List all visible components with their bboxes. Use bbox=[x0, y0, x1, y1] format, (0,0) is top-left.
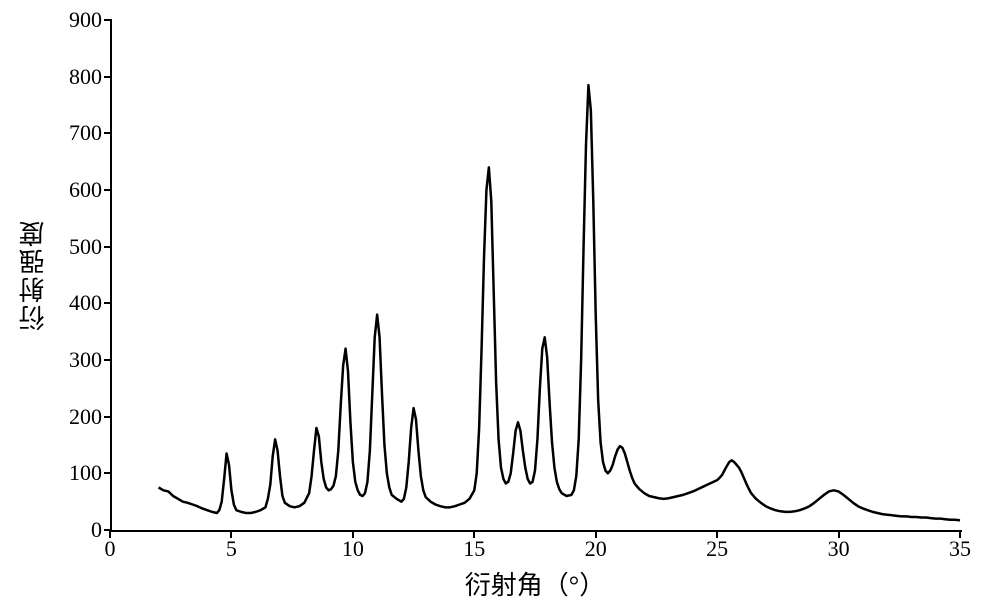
x-tick-label: 25 bbox=[706, 536, 728, 562]
x-tick-mark bbox=[109, 530, 111, 538]
x-tick-label: 10 bbox=[342, 536, 364, 562]
y-tick-mark bbox=[104, 76, 112, 78]
y-tick-label: 800 bbox=[69, 64, 102, 90]
x-axis-label: 衍射角（°） bbox=[465, 565, 605, 602]
y-tick-mark bbox=[104, 302, 112, 304]
y-tick-label: 500 bbox=[69, 234, 102, 260]
y-tick-label: 300 bbox=[69, 347, 102, 373]
y-tick-label: 200 bbox=[69, 404, 102, 430]
y-tick-mark bbox=[104, 416, 112, 418]
y-tick-label: 0 bbox=[91, 517, 102, 543]
x-tick-label: 5 bbox=[226, 536, 237, 562]
x-tick-mark bbox=[716, 530, 718, 538]
x-tick-mark bbox=[230, 530, 232, 538]
x-tick-mark bbox=[838, 530, 840, 538]
y-tick-mark bbox=[104, 246, 112, 248]
y-tick-label: 400 bbox=[69, 290, 102, 316]
y-tick-mark bbox=[104, 189, 112, 191]
x-tick-label: 35 bbox=[949, 536, 971, 562]
x-tick-label: 0 bbox=[105, 536, 116, 562]
y-tick-mark bbox=[104, 472, 112, 474]
x-tick-mark bbox=[473, 530, 475, 538]
y-tick-label: 700 bbox=[69, 120, 102, 146]
y-axis-label: 衍射强度 bbox=[15, 219, 52, 331]
y-tick-mark bbox=[104, 132, 112, 134]
x-tick-label: 20 bbox=[585, 536, 607, 562]
x-tick-label: 15 bbox=[463, 536, 485, 562]
y-tick-label: 900 bbox=[69, 7, 102, 33]
x-tick-label: 30 bbox=[828, 536, 850, 562]
y-tick-label: 600 bbox=[69, 177, 102, 203]
y-tick-label: 100 bbox=[69, 460, 102, 486]
y-tick-mark bbox=[104, 19, 112, 21]
spectrum-polyline bbox=[159, 85, 960, 520]
y-tick-mark bbox=[104, 359, 112, 361]
xrd-chart: 衍射强度 衍射角（°） 0100200300400500600700800900… bbox=[0, 0, 1000, 606]
data-line-svg bbox=[110, 20, 960, 530]
x-tick-mark bbox=[959, 530, 961, 538]
x-tick-mark bbox=[595, 530, 597, 538]
x-tick-mark bbox=[352, 530, 354, 538]
